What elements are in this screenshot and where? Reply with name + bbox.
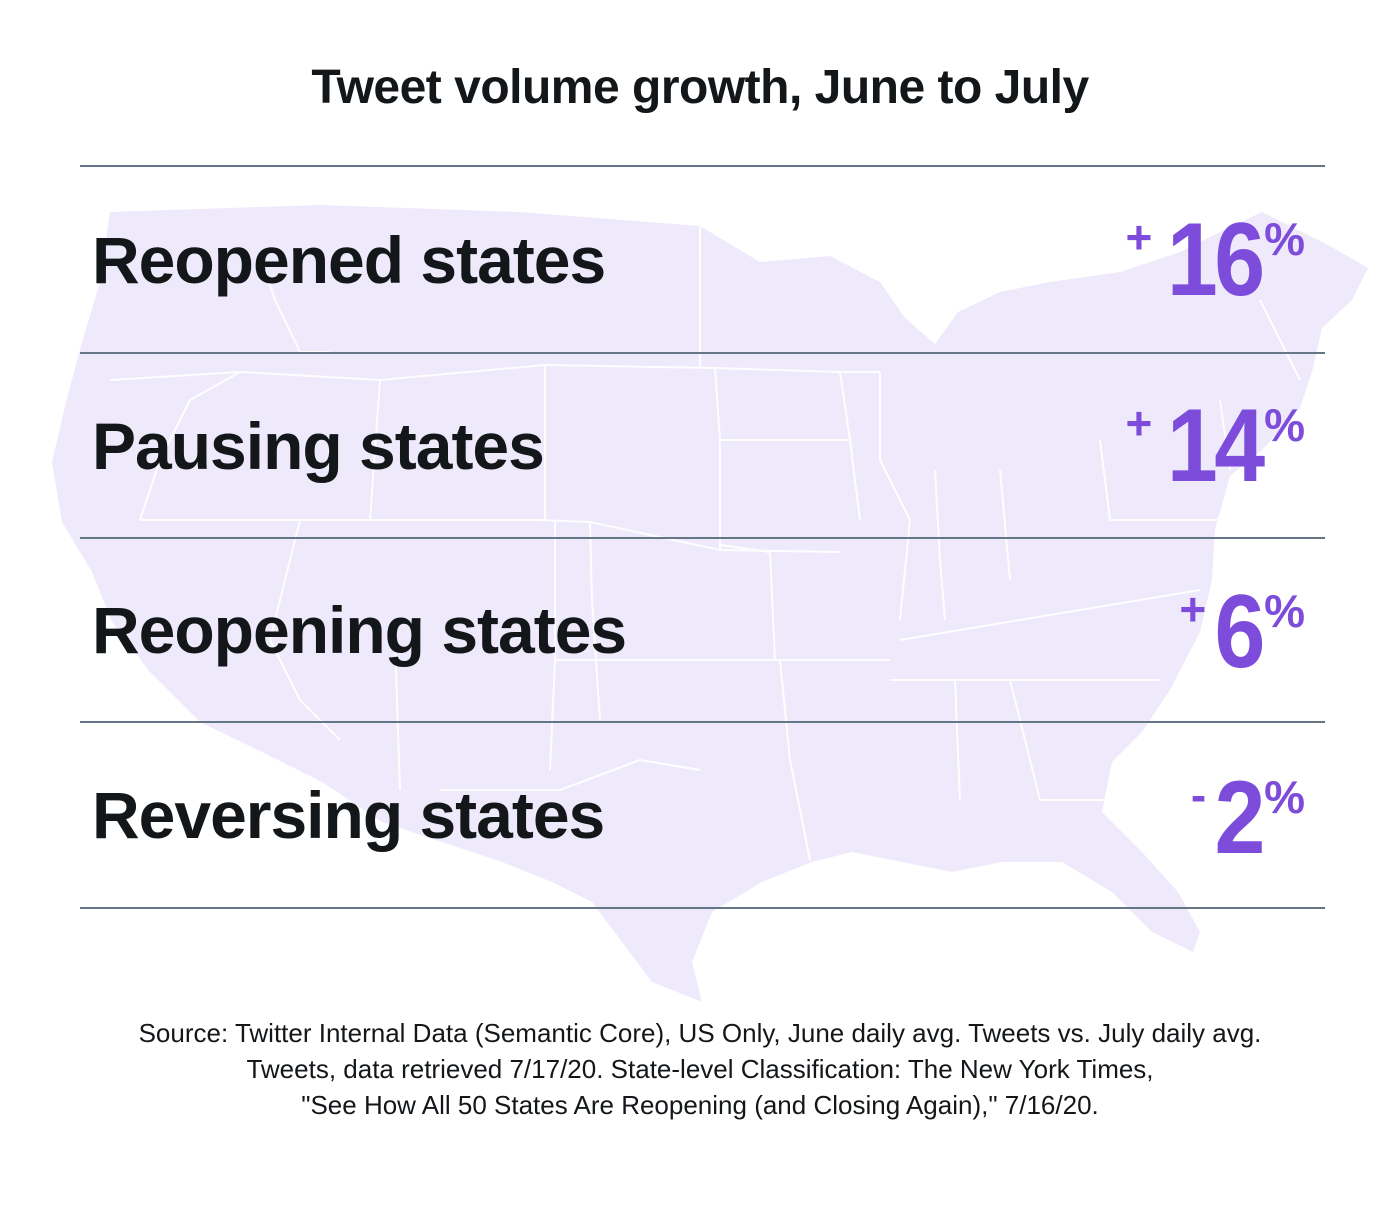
row-label-reopening: Reopening states [92,593,627,667]
row-label-reopened: Reopened states [92,223,606,297]
row-label-reversing: Reversing states [92,778,605,852]
value-unit: % [1264,585,1305,637]
source-line: "See How All 50 States Are Reopening (an… [301,1090,1099,1120]
source-line: Tweets, data retrieved 7/17/20. State-le… [246,1054,1154,1084]
row-value-reopening: + 6 % [1179,580,1305,684]
value-number: 14 [1167,388,1265,504]
source-line: Source: Twitter Internal Data (Semantic … [138,1018,1262,1048]
source-note: Source: Twitter Internal Data (Semantic … [0,1015,1400,1123]
chart-title: Tweet volume growth, June to July [311,61,1089,114]
value-number: 16 [1167,202,1265,318]
row-label-pausing: Pausing states [92,409,545,483]
row-value-pausing: + 14 % [1126,394,1305,498]
value-unit: % [1264,771,1305,823]
value-number: 2 [1214,760,1266,876]
value-sign: + [1125,397,1153,449]
value-sign: + [1125,211,1153,263]
value-number: 6 [1214,574,1266,690]
value-unit: % [1264,399,1305,451]
value-sign: + [1179,583,1207,635]
divider-bottom [80,907,1325,909]
divider-top [80,165,1325,167]
row-value-reopened: + 16 % [1126,208,1305,312]
value-unit: % [1264,213,1305,265]
divider-1 [80,352,1325,354]
divider-2 [80,537,1325,539]
row-value-reversing: - 2 % [1191,766,1305,870]
divider-3 [80,721,1325,723]
value-sign: - [1190,769,1207,821]
